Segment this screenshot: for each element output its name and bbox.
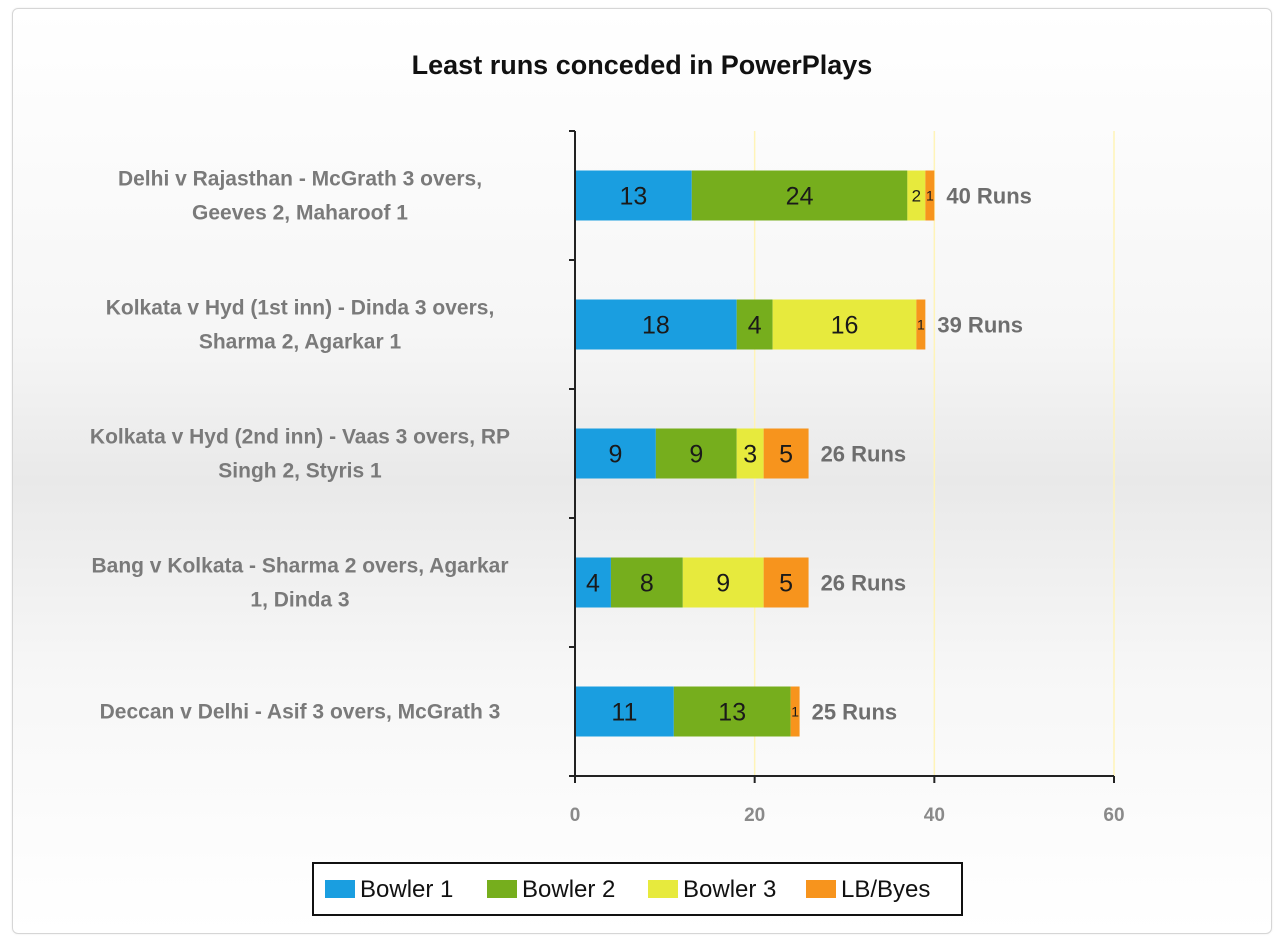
- category-label: Kolkata v Hyd (1st inn) - Dinda 3 overs,…: [106, 297, 495, 354]
- category-label: Bang v Kolkata - Sharma 2 overs, Agarkar…: [91, 555, 508, 612]
- data-label: 5: [779, 441, 793, 469]
- data-label: 1: [791, 704, 799, 720]
- x-tick-label: 40: [924, 805, 945, 826]
- bar-segment: [575, 299, 737, 350]
- data-label: 9: [689, 441, 703, 469]
- legend-label: Bowler 2: [522, 876, 615, 903]
- axes: 0 20 40 60: [569, 130, 1125, 826]
- total-label: 25 Runs: [812, 700, 898, 725]
- data-label: 8: [640, 570, 654, 598]
- data-label: 4: [586, 570, 600, 598]
- data-label: 9: [608, 441, 622, 469]
- data-label: 3: [743, 441, 757, 469]
- bar-segment: [916, 299, 926, 350]
- data-label: 11: [611, 699, 637, 727]
- data-label: 16: [831, 312, 859, 340]
- bars: 13 24 2 118 4 16 19 9 3 54 8 9 511 13 1: [575, 170, 935, 737]
- data-label: 24: [786, 183, 814, 211]
- bar-segment: [736, 299, 773, 350]
- x-tick-label: 20: [744, 805, 765, 826]
- category-label: Deccan v Delhi - Asif 3 overs, McGrath 3: [100, 701, 501, 724]
- total-label: 26 Runs: [821, 571, 907, 596]
- bar-segment: [763, 557, 809, 608]
- chart-title: Least runs conceded in PowerPlays: [412, 50, 873, 80]
- bar-segment: [575, 557, 611, 608]
- data-label: 2: [912, 187, 921, 206]
- bar-segment: [772, 299, 917, 350]
- x-tick-label: 60: [1103, 805, 1124, 826]
- total-label: 39 Runs: [937, 313, 1023, 338]
- category-label: Kolkata v Hyd (2nd inn) - Vaas 3 overs, …: [90, 426, 510, 483]
- category-label: Delhi v Rajasthan - McGrath 3 overs, Geev…: [118, 168, 482, 225]
- legend-label: Bowler 3: [683, 876, 776, 903]
- bar-segment: [673, 686, 791, 737]
- bar-segment: [575, 428, 656, 479]
- total-label: 26 Runs: [821, 442, 907, 467]
- bar-segment: [907, 170, 926, 221]
- bar-segment: [682, 557, 764, 608]
- bar-segment: [691, 170, 908, 221]
- total-labels: 40 Runs 39 Runs 26 Runs 26 Runs 25 Runs: [812, 184, 1032, 725]
- legend-label: Bowler 1: [360, 876, 453, 903]
- legend-swatch: [487, 880, 517, 898]
- legend: Bowler 1 Bowler 2 Bowler 3 LB/Byes: [312, 862, 963, 916]
- bar-segment: [790, 686, 800, 737]
- data-label: 18: [642, 312, 670, 340]
- data-label: 9: [716, 570, 730, 598]
- bar-segment: [925, 170, 935, 221]
- data-label: 13: [619, 183, 647, 211]
- x-tick-label: 0: [570, 805, 581, 826]
- legend-swatch: [806, 880, 836, 898]
- legend-swatch: [325, 880, 355, 898]
- bar-segment: [610, 557, 683, 608]
- total-label: 40 Runs: [946, 184, 1032, 209]
- legend-label: LB/Byes: [841, 876, 930, 903]
- category-labels: Delhi v Rajasthan - McGrath 3 overs, Geev…: [90, 168, 510, 724]
- legend-box: [312, 862, 963, 916]
- bar-segment: [575, 686, 674, 737]
- legend-swatch: [648, 880, 678, 898]
- data-label: 1: [917, 317, 925, 333]
- data-label: 1: [926, 188, 934, 204]
- bar-segment: [575, 170, 692, 221]
- data-label: 4: [748, 312, 762, 340]
- bar-segment: [655, 428, 737, 479]
- bar-segment: [736, 428, 764, 479]
- data-label: 5: [779, 570, 793, 598]
- data-label: 13: [718, 699, 746, 727]
- bar-segment: [763, 428, 809, 479]
